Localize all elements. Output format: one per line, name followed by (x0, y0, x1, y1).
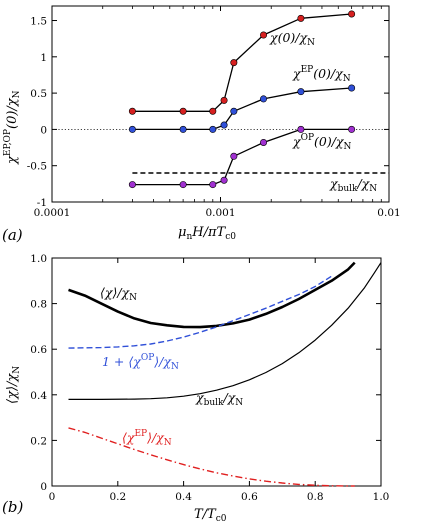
series-line-1 (68, 275, 332, 349)
y-tick-label: 0.5 (30, 88, 47, 100)
data-point (348, 10, 356, 18)
x-axis-label-a: μnH/πTc0 (178, 225, 236, 242)
panel-b-series (68, 261, 382, 487)
annotation-chi0: χ(0)/χN (269, 30, 315, 48)
data-point (297, 88, 305, 96)
x-tick-label: 1.0 (373, 491, 390, 503)
x-tick-label: 0.01 (377, 207, 400, 219)
data-point (230, 152, 238, 160)
y-tick-label: 0 (40, 481, 47, 493)
data-point (297, 125, 305, 133)
y-tick-label: 0.2 (30, 435, 47, 447)
x-tick-label: 0.001 (205, 207, 235, 219)
x-tick-label: 0.6 (241, 491, 258, 503)
data-point (260, 95, 268, 103)
data-point (209, 107, 217, 115)
panel-b-label: (b) (2, 498, 23, 516)
data-point (260, 31, 268, 39)
series-line-2 (68, 262, 382, 400)
data-point (260, 138, 268, 146)
y-tick-label: 0 (40, 124, 47, 136)
data-point (230, 107, 238, 115)
data-point (179, 181, 187, 189)
x-tick-label: 0 (49, 491, 56, 503)
annotation-chi-ep: χEP(0)/χN (292, 65, 351, 84)
data-point (128, 107, 136, 115)
series-line-2 (132, 128, 352, 186)
series-line-1 (132, 87, 352, 131)
data-point (348, 84, 356, 92)
data-point (128, 181, 136, 189)
x-tick-label: 0.2 (109, 491, 126, 503)
data-point (297, 14, 305, 22)
annotation-avg-ep: ⟨χEP⟩/χN (122, 429, 172, 448)
data-point (179, 107, 187, 115)
y-axis-label-a: χEP,OP(0)/χN (3, 90, 22, 165)
panel-a-series (128, 10, 389, 189)
y-tick-label: 0.4 (30, 390, 47, 402)
data-point (220, 121, 228, 129)
panel-b: 0 0.2 0.4 0.6 0.8 1.000.20.40.60.81.0 ⟨χ⟩/χN … (2, 253, 389, 524)
panel-a: 0.0001 0.001 0.01 -1 -0.5 0 0.5 1 1.5 χ(0)/χN χE… (2, 5, 401, 244)
y-tick-label: 0.6 (30, 344, 47, 356)
data-point (128, 125, 136, 133)
annotation-chi-bulk: χbulk/χN (329, 176, 377, 194)
data-point (220, 176, 228, 184)
data-point (220, 96, 228, 104)
data-point (348, 125, 356, 133)
panel-b-ticks: 0 0.2 0.4 0.6 0.8 1.0 0 0.2 0.4 0.6 0.8 1.0 (30, 253, 389, 503)
y-axis-label-b: ⟨χ⟩/χN (5, 366, 22, 404)
data-point (209, 181, 217, 189)
data-point (209, 125, 217, 133)
x-tick-label: 0.8 (307, 491, 324, 503)
panel-b-frame (51, 257, 382, 487)
panel-a-label: (a) (2, 226, 23, 244)
y-tick-label: 1 (40, 52, 47, 64)
panel-a-ticks: 0.0001 0.001 0.01 -1 -0.5 0 0.5 1 1.5 (27, 6, 401, 219)
annotation-avg-chi: ⟨χ⟩/χN (100, 285, 137, 303)
y-tick-label: -1 (37, 197, 47, 209)
annotation-bulk-b: χbulk/χN (195, 390, 243, 408)
x-tick-label: 0.0001 (34, 207, 71, 219)
series-line-0 (68, 261, 356, 329)
data-point (179, 125, 187, 133)
y-tick-label: 0.8 (30, 299, 47, 311)
y-tick-label: 1.0 (30, 253, 47, 265)
series-line-3 (68, 427, 355, 487)
x-axis-label-b: T/Tc0 (194, 507, 227, 524)
y-tick-label: -0.5 (27, 161, 47, 173)
annotation-chi-op: χOP(0)/χN (292, 133, 352, 152)
data-point (230, 59, 238, 67)
y-tick-label: 1.5 (30, 16, 47, 28)
x-tick-label: 0.4 (175, 491, 192, 503)
series-line-0 (132, 13, 352, 112)
annotation-one-plus-op: 1 + ⟨χOP⟩/χN (102, 353, 179, 372)
